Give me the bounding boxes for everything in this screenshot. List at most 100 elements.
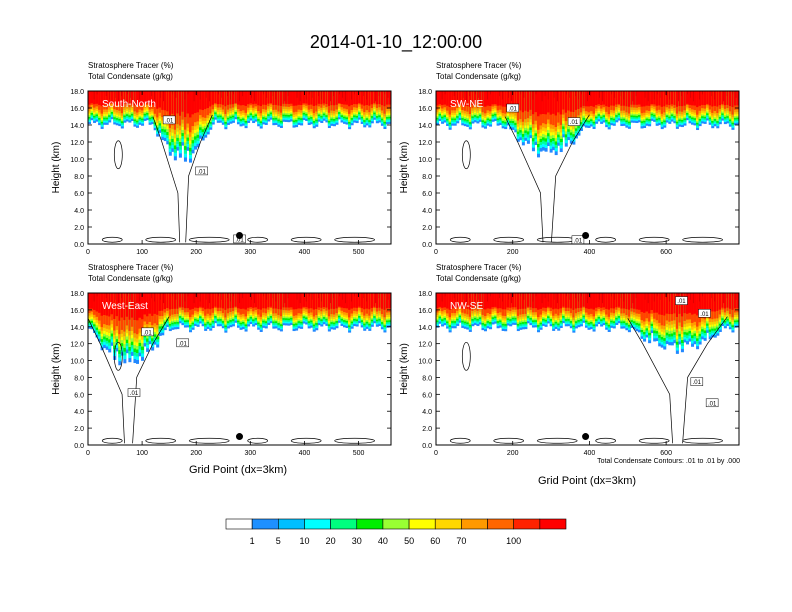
tracer-strip xyxy=(189,293,193,310)
tracer-strip xyxy=(199,91,203,110)
tracer-strip xyxy=(259,91,263,107)
tracer-strip xyxy=(135,293,139,321)
tracer-strip xyxy=(95,293,99,312)
tracer-strip xyxy=(156,91,160,109)
tracer-strip xyxy=(380,293,384,309)
tracer-strip xyxy=(489,293,493,309)
tracer-strip xyxy=(630,293,634,309)
tracer-strip xyxy=(249,91,253,104)
tracer-strip xyxy=(337,293,341,307)
contour-cell xyxy=(145,437,177,444)
tracer-strip xyxy=(236,293,240,309)
tracer-strip xyxy=(579,293,583,308)
tracer-strip xyxy=(481,293,485,310)
tracer-strip xyxy=(711,91,715,107)
tracer-strip xyxy=(113,293,117,319)
tracer-strip xyxy=(481,91,485,107)
tracer-strip xyxy=(526,91,530,112)
tracer-strip xyxy=(607,293,611,310)
y-tick-label: 0.0 xyxy=(74,242,84,249)
tracer-strip xyxy=(370,91,374,105)
tracer-strip xyxy=(191,293,195,309)
tracer-strip xyxy=(562,91,566,110)
tracer-strip xyxy=(625,293,629,310)
tracer-strip xyxy=(612,293,616,309)
tracer-strip xyxy=(537,91,541,117)
tracer-strip xyxy=(262,293,266,309)
tracer-strip xyxy=(385,293,389,309)
tracer-strip xyxy=(511,293,515,308)
tracer-strip xyxy=(151,91,155,105)
plot-frame xyxy=(435,90,740,245)
tracer-strip xyxy=(703,91,707,106)
y-tick-label: 0.0 xyxy=(422,242,432,249)
tracer-strip xyxy=(504,91,508,107)
contour-label-box xyxy=(195,166,208,176)
tracer-strip xyxy=(93,293,97,310)
contour-cell xyxy=(595,236,617,243)
tracer-shading xyxy=(88,91,391,163)
tracer-strip xyxy=(148,91,152,105)
tracer-strip xyxy=(363,91,367,106)
tracer-strip xyxy=(292,91,296,106)
x-tick-label: 100 xyxy=(136,249,148,256)
tracer-strip xyxy=(567,91,571,111)
tracer-strip xyxy=(317,91,321,104)
tracer-strip xyxy=(163,91,167,111)
tracer-strip xyxy=(221,293,225,309)
tracer-strip xyxy=(622,293,626,309)
contour-line xyxy=(551,114,590,243)
tracer-strip xyxy=(272,91,276,105)
tracer-strip xyxy=(537,293,541,310)
tracer-strip xyxy=(617,91,621,104)
tracer-strip xyxy=(206,91,210,109)
tracer-strip xyxy=(383,293,387,310)
tracer-strip xyxy=(574,91,578,110)
y-axis-label: Height (km) xyxy=(51,343,62,395)
tracer-strip xyxy=(353,91,357,105)
tracer-strip xyxy=(211,293,215,309)
tracer-strip xyxy=(343,293,347,309)
tracer-strip xyxy=(605,293,609,309)
tracer-strip xyxy=(244,91,248,106)
tracer-strip xyxy=(90,293,94,309)
y-tick-label: 0.0 xyxy=(74,443,84,450)
tracer-strip xyxy=(244,293,248,310)
tracer-strip xyxy=(612,91,616,106)
tracer-strip xyxy=(675,91,679,107)
tracer-strip xyxy=(133,91,137,106)
tracer-strip xyxy=(567,293,571,308)
tracer-strip xyxy=(691,91,695,106)
tracer-strip xyxy=(282,91,286,104)
tracer-strip xyxy=(615,91,619,105)
tracer-strip xyxy=(516,91,520,112)
tracer-strip xyxy=(130,91,134,104)
contour-cell xyxy=(461,140,471,170)
panels-group: Stratosphere Tracer (%)Total Condensate … xyxy=(51,61,740,457)
tracer-strip xyxy=(229,293,233,309)
tracer-strip xyxy=(597,293,601,308)
tracer-strip xyxy=(698,91,702,106)
tracer-strip xyxy=(521,293,525,309)
tracer-strip xyxy=(632,293,636,309)
tracer-strip xyxy=(143,293,147,315)
tracer-strip xyxy=(330,293,334,309)
tracer-strip xyxy=(277,91,281,106)
tracer-strip xyxy=(602,91,606,105)
tracer-strip xyxy=(663,293,667,316)
tracer-strip xyxy=(673,91,677,105)
tracer-strip xyxy=(582,91,586,106)
y-axis-label: Height (km) xyxy=(399,142,410,194)
location-marker xyxy=(236,433,243,441)
tracer-strip xyxy=(123,91,127,105)
tracer-strip xyxy=(254,91,258,104)
section-label: South-North xyxy=(102,99,156,110)
tracer-strip xyxy=(638,91,642,105)
y-tick-label: 10.0 xyxy=(418,157,432,164)
tracer-strip xyxy=(128,91,132,105)
tracer-strip xyxy=(610,293,614,309)
tracer-strip xyxy=(451,91,455,106)
tracer-strip xyxy=(534,91,538,113)
tracer-strip xyxy=(100,91,104,107)
tracer-strip xyxy=(547,91,551,113)
